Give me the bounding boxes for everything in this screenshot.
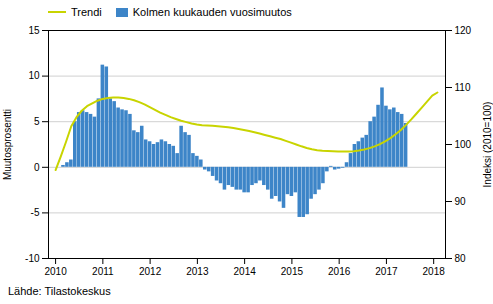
svg-text:-5: -5 (31, 207, 40, 218)
svg-text:2011: 2011 (92, 266, 114, 277)
svg-text:120: 120 (455, 25, 472, 36)
svg-text:90: 90 (455, 196, 467, 207)
svg-text:Indeksi (2010=100): Indeksi (2010=100) (482, 102, 493, 188)
svg-text:-10: -10 (25, 253, 40, 264)
svg-text:Muutosprosentti: Muutosprosentti (2, 109, 13, 180)
svg-text:2018: 2018 (423, 266, 446, 277)
svg-text:0: 0 (34, 162, 40, 173)
svg-text:2014: 2014 (234, 266, 257, 277)
svg-text:2017: 2017 (375, 266, 398, 277)
svg-text:2010: 2010 (44, 266, 67, 277)
html-text:Trendi: Trendi (71, 6, 102, 18)
html-text:Kolmen kuukauden vuosimuutos: Kolmen kuukauden vuosimuutos (132, 6, 292, 18)
svg-text:15: 15 (28, 25, 40, 36)
svg-text:100: 100 (455, 139, 472, 150)
svg-text:2012: 2012 (139, 266, 162, 277)
svg-text:2016: 2016 (328, 266, 351, 277)
svg-text:2013: 2013 (186, 266, 209, 277)
svg-text:2015: 2015 (281, 266, 304, 277)
html-text:Lähde: Tilastokeskus: Lähde: Tilastokeskus (8, 285, 111, 297)
svg-text:10: 10 (28, 70, 40, 81)
svg-text:110: 110 (455, 82, 471, 93)
svg-text:5: 5 (34, 116, 40, 127)
svg-text:80: 80 (455, 253, 467, 264)
